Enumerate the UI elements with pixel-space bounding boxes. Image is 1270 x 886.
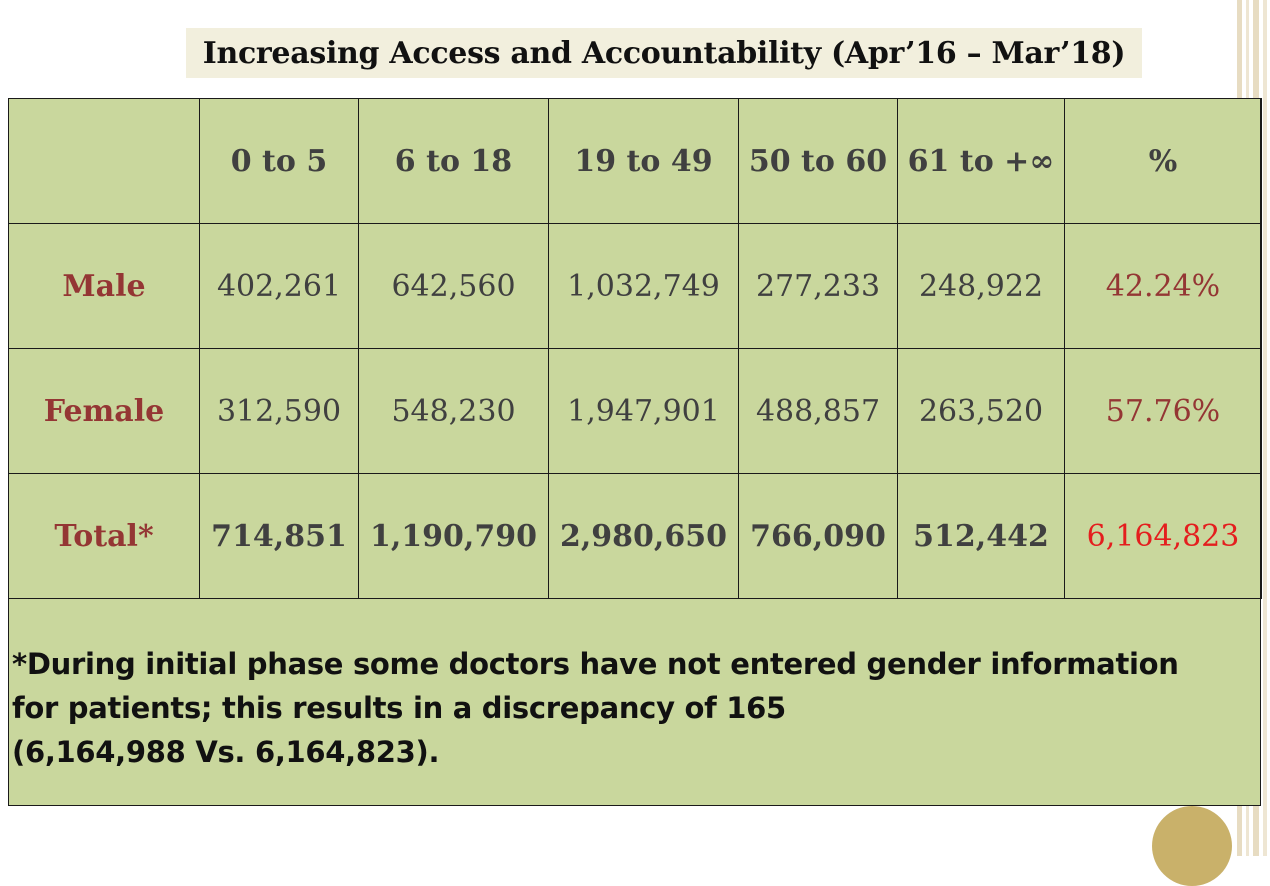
- table-cell: 248,922: [897, 223, 1065, 349]
- header-cell-6-to-18: 6 to 18: [358, 98, 549, 224]
- table-cell: 548,230: [358, 348, 549, 474]
- decorative-circle: [1152, 806, 1232, 886]
- table-cell: 263,520: [897, 348, 1065, 474]
- header-cell-61-plus: 61 to +∞: [897, 98, 1065, 224]
- header-cell-19-to-49: 19 to 49: [548, 98, 739, 224]
- slide-title: Increasing Access and Accountability (Ap…: [202, 35, 1126, 71]
- footnote-line: for patients; this results in a discrepa…: [12, 691, 786, 725]
- table-cell: 1,190,790: [358, 473, 549, 599]
- patients-table: 0 to 5 6 to 18 19 to 49 50 to 60 61 to +…: [8, 98, 1262, 599]
- footnote-line: (6,164,988 Vs. 6,164,823).: [12, 735, 440, 769]
- header-cell-empty: [8, 98, 200, 224]
- table-cell: 642,560: [358, 223, 549, 349]
- table-cell: 714,851: [199, 473, 359, 599]
- table-row-male: Male 402,261 642,560 1,032,749 277,233 2…: [8, 223, 1262, 349]
- table-cell: 512,442: [897, 473, 1065, 599]
- header-cell-50-to-60: 50 to 60: [738, 98, 898, 224]
- table-cell: 312,590: [199, 348, 359, 474]
- table-cell: 1,947,901: [548, 348, 739, 474]
- table-cell: 1,032,749: [548, 223, 739, 349]
- decorative-stripe: [1263, 0, 1267, 856]
- table-cell: 488,857: [738, 348, 898, 474]
- header-cell-0-to-5: 0 to 5: [199, 98, 359, 224]
- percent-cell: 42.24%: [1064, 223, 1262, 349]
- table-cell: 402,261: [199, 223, 359, 349]
- header-cell-percent: %: [1064, 98, 1262, 224]
- slide-title-box: Increasing Access and Accountability (Ap…: [186, 28, 1142, 78]
- table-cell: 766,090: [738, 473, 898, 599]
- footnote: *During initial phase some doctors have …: [12, 642, 1252, 774]
- row-label: Male: [8, 223, 200, 349]
- row-label: Total*: [8, 473, 200, 599]
- table-cell: 277,233: [738, 223, 898, 349]
- table-row-total: Total* 714,851 1,190,790 2,980,650 766,0…: [8, 473, 1262, 599]
- grand-total-cell: 6,164,823: [1064, 473, 1262, 599]
- table-cell: 2,980,650: [548, 473, 739, 599]
- footnote-line: *During initial phase some doctors have …: [12, 647, 1179, 681]
- percent-cell: 57.76%: [1064, 348, 1262, 474]
- table-row-female: Female 312,590 548,230 1,947,901 488,857…: [8, 348, 1262, 474]
- header-row: 0 to 5 6 to 18 19 to 49 50 to 60 61 to +…: [8, 98, 1262, 224]
- row-label: Female: [8, 348, 200, 474]
